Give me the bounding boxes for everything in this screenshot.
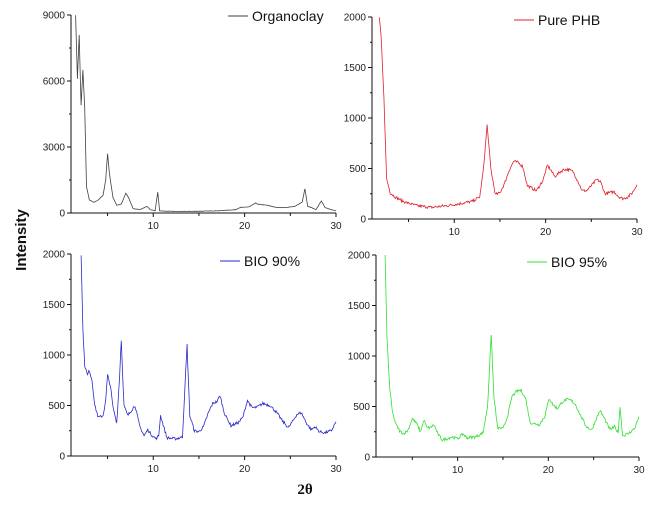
y-tick-label: 1000 (43, 351, 66, 362)
legend-bio-90: BIO 90% (220, 253, 300, 269)
x-tick-label: 10 (449, 227, 461, 238)
legend-label: Pure PHB (538, 12, 600, 28)
axes-frame (375, 255, 639, 458)
legend-pure-phb: Pure PHB (514, 12, 600, 28)
panel-pure-phb: 0 500 1000 1500 2000 10 20 30 Pure PHB (344, 12, 643, 238)
y-tick-label: 1000 (344, 114, 367, 125)
y-tick-label: 1500 (43, 300, 66, 311)
x-axis-label: 2θ (297, 482, 313, 498)
x-tick-label: 20 (239, 464, 251, 475)
y-tick-label: 500 (353, 402, 370, 413)
x-tick-label: 30 (330, 221, 342, 232)
legend-label: BIO 90% (244, 253, 300, 269)
x-tick-label: 20 (540, 227, 552, 238)
legend-label: Organoclay (252, 8, 324, 24)
x-tick-label: 20 (239, 221, 251, 232)
legend-organoclay: Organoclay (228, 8, 324, 24)
panel-bio-90: 0 500 1000 1500 2000 10 20 30 BIO 90% (43, 250, 342, 476)
y-tick-label: 0 (59, 452, 65, 463)
y-tick-label: 2000 (344, 13, 367, 24)
y-tick-label: 500 (349, 164, 366, 175)
y-tick-label: 2000 (43, 250, 66, 261)
x-tick-label: 30 (631, 227, 643, 238)
x-tick-label: 30 (330, 464, 342, 475)
y-tick-label: 500 (48, 401, 65, 412)
legend-bio-95: BIO 95% (527, 254, 607, 270)
y-tick-label: 0 (364, 453, 370, 464)
y-tick-label: 0 (360, 215, 366, 226)
y-tick-label: 3000 (43, 143, 66, 154)
y-tick-label: 1500 (344, 63, 367, 74)
legend-label: BIO 95% (551, 254, 607, 270)
x-tick-label: 30 (633, 465, 645, 476)
y-tick-label: 2000 (348, 251, 371, 262)
y-axis-label: Intensity (13, 209, 30, 271)
x-tick-label: 10 (148, 464, 160, 475)
y-tick-label: 9000 (43, 11, 66, 22)
y-tick-label: 6000 (43, 77, 66, 88)
series-line-bio-95 (384, 254, 640, 443)
axes-frame (371, 17, 637, 220)
x-tick-label: 10 (452, 465, 464, 476)
y-tick-label: 1000 (348, 352, 371, 363)
panel-bio-95: 0 500 1000 1500 2000 10 20 30 BIO 95% (348, 251, 645, 477)
y-tick-label: 0 (59, 209, 65, 220)
panel-organoclay: 0 3000 6000 9000 10 20 30 Organoclay (43, 8, 342, 232)
series-line-organoclay (75, 15, 337, 213)
x-tick-label: 20 (543, 465, 555, 476)
x-tick-label: 10 (148, 221, 160, 232)
series-line-pure-phb (378, 17, 638, 209)
y-tick-label: 1500 (348, 301, 371, 312)
series-line-bio-90 (80, 255, 337, 441)
